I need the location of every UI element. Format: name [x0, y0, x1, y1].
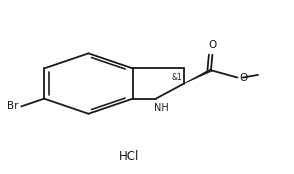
- Text: NH: NH: [154, 103, 168, 113]
- Polygon shape: [184, 69, 212, 84]
- Text: Br: Br: [7, 101, 19, 111]
- Text: HCl: HCl: [119, 149, 140, 163]
- Text: O: O: [208, 40, 216, 50]
- Text: &1: &1: [172, 73, 183, 82]
- Text: O: O: [240, 73, 248, 82]
